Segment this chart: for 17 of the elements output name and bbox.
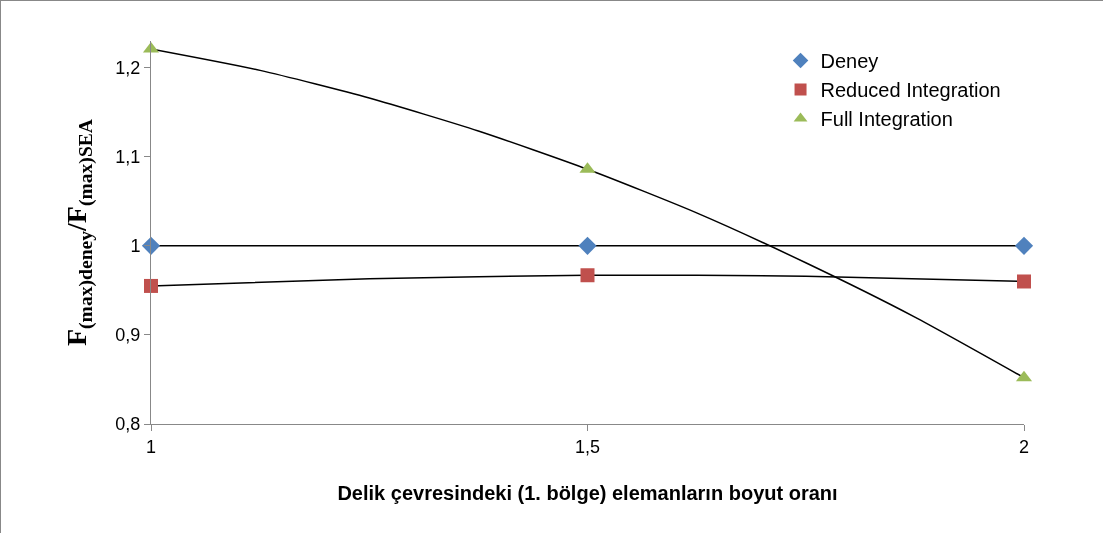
point [1017, 274, 1031, 289]
y-tick-label: 1 [130, 236, 141, 257]
legend-label: Full Integration [820, 108, 953, 131]
x-tick-label: 1 [145, 436, 157, 457]
y-tick-label: 0,8 [115, 414, 141, 435]
legend-label: Deney [820, 50, 879, 73]
point [144, 278, 158, 293]
x-tick-label: 1,5 [574, 436, 601, 457]
point [580, 268, 595, 283]
x-tick-label: 2 [1018, 436, 1030, 457]
point [1014, 236, 1034, 255]
y-tick-label: 1,1 [115, 147, 141, 168]
y-tick-label: 0,9 [115, 325, 141, 346]
x-axis-title: Delik çevresindeki (1. bölge) elemanların boyut oranı [337, 482, 838, 505]
legend-label: Reduced Integration [820, 79, 1001, 102]
y-tick-label: 1,2 [115, 58, 141, 79]
point [578, 236, 597, 255]
